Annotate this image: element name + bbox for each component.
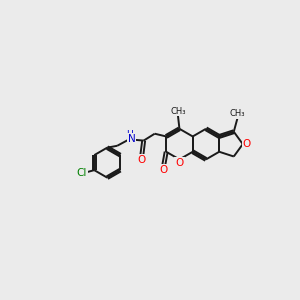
- Text: O: O: [138, 155, 146, 165]
- Text: CH₃: CH₃: [170, 106, 186, 116]
- Text: H: H: [126, 130, 133, 139]
- Text: O: O: [243, 139, 251, 149]
- Text: Cl: Cl: [76, 168, 87, 178]
- Text: O: O: [175, 158, 184, 168]
- Text: N: N: [128, 134, 135, 144]
- Text: CH₃: CH₃: [230, 110, 245, 118]
- Text: O: O: [159, 165, 167, 175]
